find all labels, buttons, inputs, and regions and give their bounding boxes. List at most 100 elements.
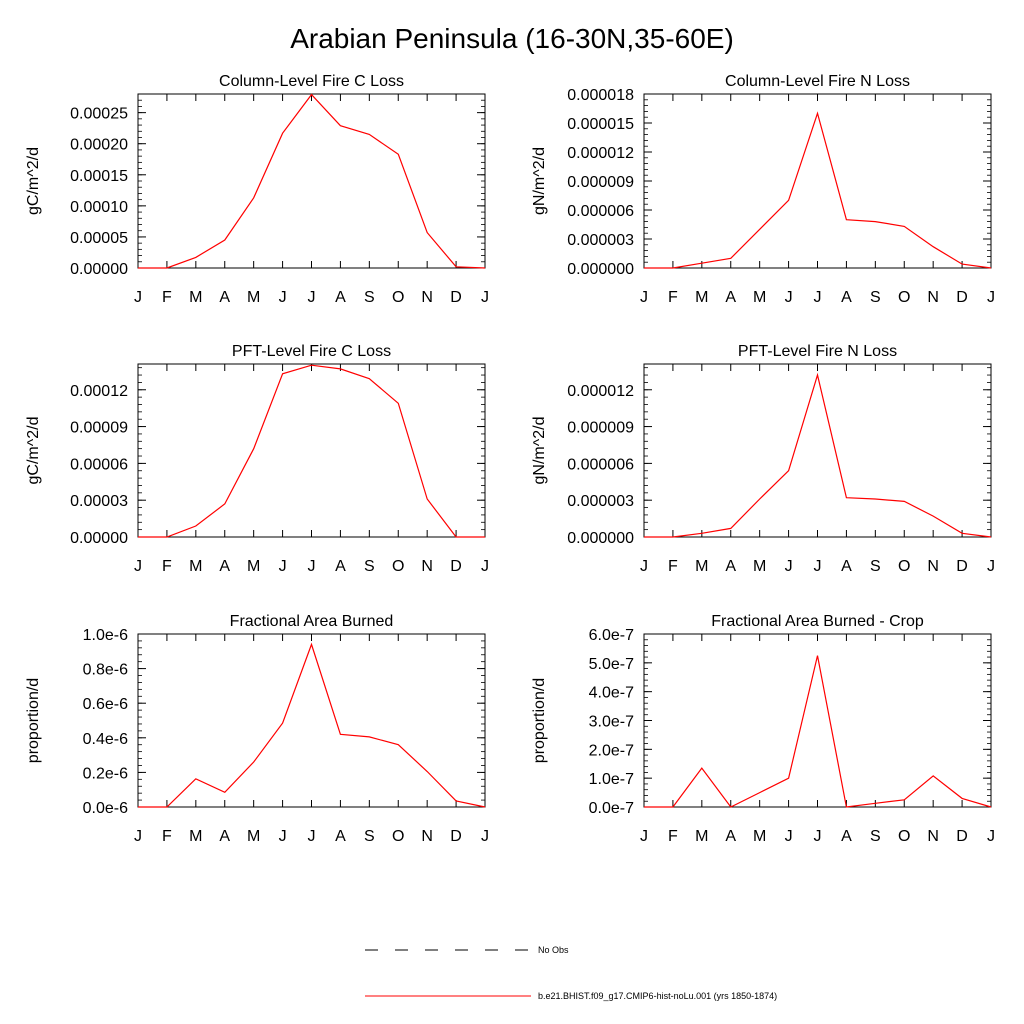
x-tick-label: O [392, 828, 404, 845]
y-tick-label: 1.0e-7 [589, 771, 634, 788]
x-tick-label: J [308, 828, 316, 845]
chart-title: Column-Level Fire C Loss [219, 73, 404, 90]
x-tick-label: A [841, 558, 852, 575]
x-tick-label: A [841, 289, 852, 306]
x-tick-label: O [392, 558, 404, 575]
y-tick-label: 0.4e-6 [83, 731, 128, 748]
x-tick-label: J [785, 289, 793, 306]
x-tick-label: M [695, 558, 708, 575]
x-tick-label: A [725, 289, 736, 306]
x-tick-label: D [956, 289, 968, 306]
x-tick-label: J [814, 558, 822, 575]
x-tick-label: O [898, 289, 910, 306]
x-tick-label: J [279, 558, 287, 575]
x-tick-label: N [927, 828, 939, 845]
x-tick-label: O [898, 828, 910, 845]
x-tick-label: N [927, 289, 939, 306]
x-tick-label: M [753, 558, 766, 575]
x-tick-label: D [450, 828, 462, 845]
x-tick-label: J [134, 289, 142, 306]
x-tick-label: J [134, 558, 142, 575]
y-axis-label: proportion/d [531, 678, 548, 763]
x-tick-label: F [162, 289, 172, 306]
x-tick-label: N [421, 558, 433, 575]
y-tick-label: 0.2e-6 [83, 765, 128, 782]
x-tick-label: A [219, 289, 230, 306]
y-tick-label: 6.0e-7 [589, 627, 634, 644]
figure-title: Arabian Peninsula (16-30N,35-60E) [290, 23, 734, 54]
chart-title: Column-Level Fire N Loss [725, 73, 910, 90]
x-tick-label: J [279, 289, 287, 306]
y-axis-label: gC/m^2/d [25, 147, 42, 215]
y-tick-label: 5.0e-7 [589, 656, 634, 673]
y-tick-label: 0.00010 [70, 199, 128, 216]
x-tick-label: J [279, 828, 287, 845]
x-tick-label: D [450, 289, 462, 306]
x-tick-label: O [392, 289, 404, 306]
y-tick-label: 4.0e-7 [589, 685, 634, 702]
y-tick-label: 0.00020 [70, 137, 128, 154]
x-tick-label: M [695, 289, 708, 306]
x-tick-label: S [870, 558, 881, 575]
series-line [644, 372, 992, 538]
chart-title: Fractional Area Burned [230, 613, 394, 630]
y-tick-label: 0.000003 [567, 493, 634, 510]
y-tick-label: 0.0e-7 [589, 800, 634, 817]
x-tick-label: F [668, 289, 678, 306]
x-tick-label: J [481, 289, 489, 306]
legend-label: No Obs [538, 945, 569, 955]
y-tick-label: 0.000006 [567, 456, 634, 473]
x-tick-label: S [364, 289, 375, 306]
x-tick-label: M [189, 289, 202, 306]
x-tick-label: J [814, 828, 822, 845]
y-tick-label: 0.000000 [567, 261, 634, 278]
x-tick-label: J [785, 558, 793, 575]
series-line [138, 642, 486, 808]
x-tick-label: F [162, 828, 172, 845]
y-tick-label: 0.00009 [70, 420, 128, 437]
y-tick-label: 1.0e-6 [83, 627, 128, 644]
y-tick-label: 0.00000 [70, 261, 128, 278]
y-tick-label: 0.000012 [567, 145, 634, 162]
x-tick-label: S [364, 558, 375, 575]
chart-title: Fractional Area Burned - Crop [711, 613, 924, 630]
x-tick-label: N [421, 828, 433, 845]
y-tick-label: 0.000009 [567, 174, 634, 191]
series-line [138, 364, 485, 538]
x-tick-label: A [219, 558, 230, 575]
y-tick-label: 0.000015 [567, 116, 634, 133]
y-axis-label: gN/m^2/d [531, 417, 548, 485]
x-tick-label: J [481, 558, 489, 575]
x-tick-label: A [335, 289, 346, 306]
y-tick-label: 0.6e-6 [83, 696, 128, 713]
plot-frame [137, 363, 486, 538]
y-tick-label: 3.0e-7 [589, 714, 634, 731]
y-axis-label: gC/m^2/d [25, 417, 42, 485]
x-tick-label: D [956, 558, 968, 575]
x-tick-label: J [481, 828, 489, 845]
x-tick-label: F [162, 558, 172, 575]
x-tick-label: D [956, 828, 968, 845]
y-tick-label: 0.0e-6 [83, 800, 128, 817]
series-line [138, 93, 486, 269]
x-tick-label: J [134, 828, 142, 845]
x-tick-label: M [753, 289, 766, 306]
plot-frame [643, 93, 992, 269]
y-axis-label: proportion/d [25, 678, 42, 763]
x-tick-label: M [247, 289, 260, 306]
x-tick-label: A [219, 828, 230, 845]
chart-title: PFT-Level Fire N Loss [738, 343, 897, 360]
x-tick-label: M [247, 558, 260, 575]
x-tick-label: J [308, 289, 316, 306]
y-tick-label: 0.000012 [567, 383, 634, 400]
x-tick-label: J [987, 289, 995, 306]
x-tick-label: A [841, 828, 852, 845]
y-tick-label: 0.000003 [567, 232, 634, 249]
series-line [644, 111, 992, 269]
x-tick-label: M [189, 558, 202, 575]
